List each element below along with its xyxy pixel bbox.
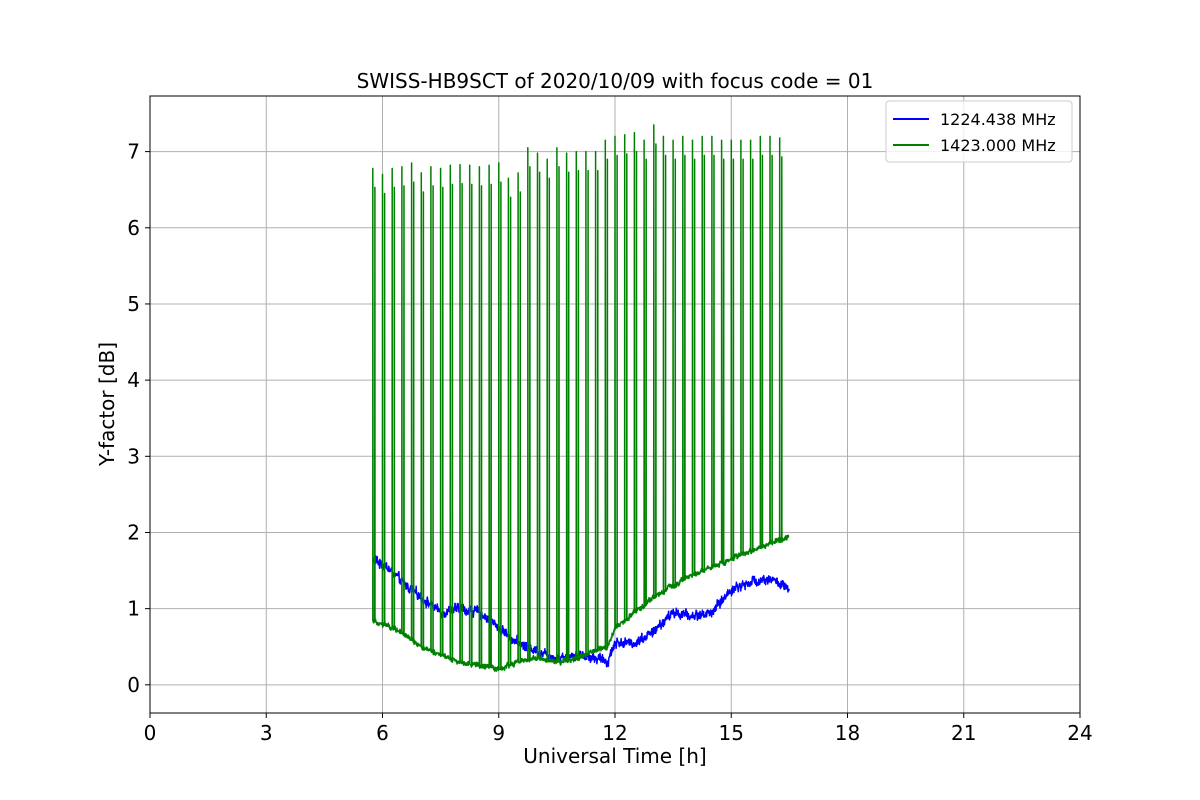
legend: 1224.438 MHz 1423.000 MHz [885,100,1073,163]
chart-title: SWISS-HB9SCT of 2020/10/09 with focus co… [357,69,874,93]
y-tick-label: 3 [127,444,140,468]
x-axis-label: Universal Time [h] [523,744,706,768]
y-tick-label: 7 [127,140,140,164]
y-tick-label: 5 [127,292,140,316]
y-tick-label: 0 [127,673,140,697]
y-tick-label: 1 [127,597,140,621]
y-tick-label: 6 [127,216,140,240]
x-tick-label: 12 [602,721,627,745]
x-tick-label: 0 [144,721,157,745]
y-axis-label: Y-factor [dB] [95,342,119,467]
series-line-2 [371,124,790,672]
series-layer [371,124,790,672]
x-tick-label: 24 [1067,721,1092,745]
y-tick-label: 4 [127,368,140,392]
x-tick-label: 9 [492,721,505,745]
x-tick-label: 15 [719,721,744,745]
x-tick-label: 21 [951,721,976,745]
x-tick-label: 6 [376,721,389,745]
y-tick-label: 2 [127,520,140,544]
legend-box [885,100,1073,163]
legend-label-series-1: 1224.438 MHz [940,110,1056,129]
x-tick-label: 3 [260,721,273,745]
x-tick-label: 18 [835,721,860,745]
legend-label-series-2: 1423.000 MHz [940,136,1056,155]
